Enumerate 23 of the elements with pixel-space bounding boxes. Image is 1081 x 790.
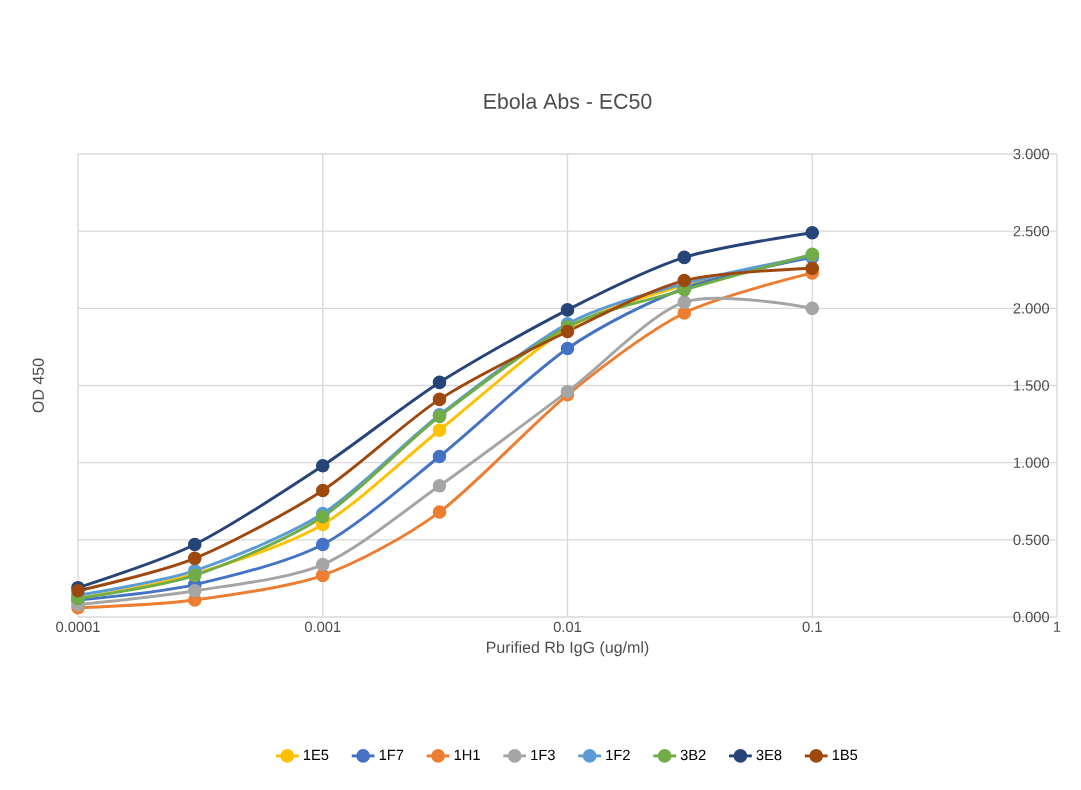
x-axis-title: Purified Rb IgG (ug/ml)	[487, 641, 649, 657]
x-tick-label: 0.1	[802, 621, 822, 633]
y-axis-title: OD 450	[32, 358, 44, 413]
legend-label: 1F7	[379, 749, 404, 760]
y-tick-label: 2.000	[1013, 303, 1050, 314]
x-tick-label: 0.001	[304, 621, 341, 633]
legend-label: 1F3	[531, 749, 555, 761]
y-tick-label: 1.500	[1014, 380, 1050, 391]
y-tick-label: 0.500	[1013, 534, 1050, 546]
chart-title: Ebola Abs - EC50	[484, 93, 652, 109]
legend-label: 1H1	[454, 749, 480, 760]
y-tick-label: 2.500	[1013, 225, 1050, 237]
x-tick-label: 1	[1054, 621, 1061, 632]
y-tick-label: 1.000	[1014, 457, 1050, 468]
legend-label: 3E8	[756, 749, 782, 761]
legend-label: 1B5	[832, 749, 858, 761]
legend-label: 1F2	[606, 749, 630, 761]
legend-label: 3B2	[680, 749, 706, 761]
x-tick-label: 0.0001	[56, 621, 100, 633]
y-tick-label: 0.000	[1013, 611, 1050, 623]
y-tick-label: 3.000	[1013, 148, 1050, 160]
x-tick-label: 0.01	[553, 621, 582, 633]
legend-label: 1E5	[303, 749, 329, 761]
